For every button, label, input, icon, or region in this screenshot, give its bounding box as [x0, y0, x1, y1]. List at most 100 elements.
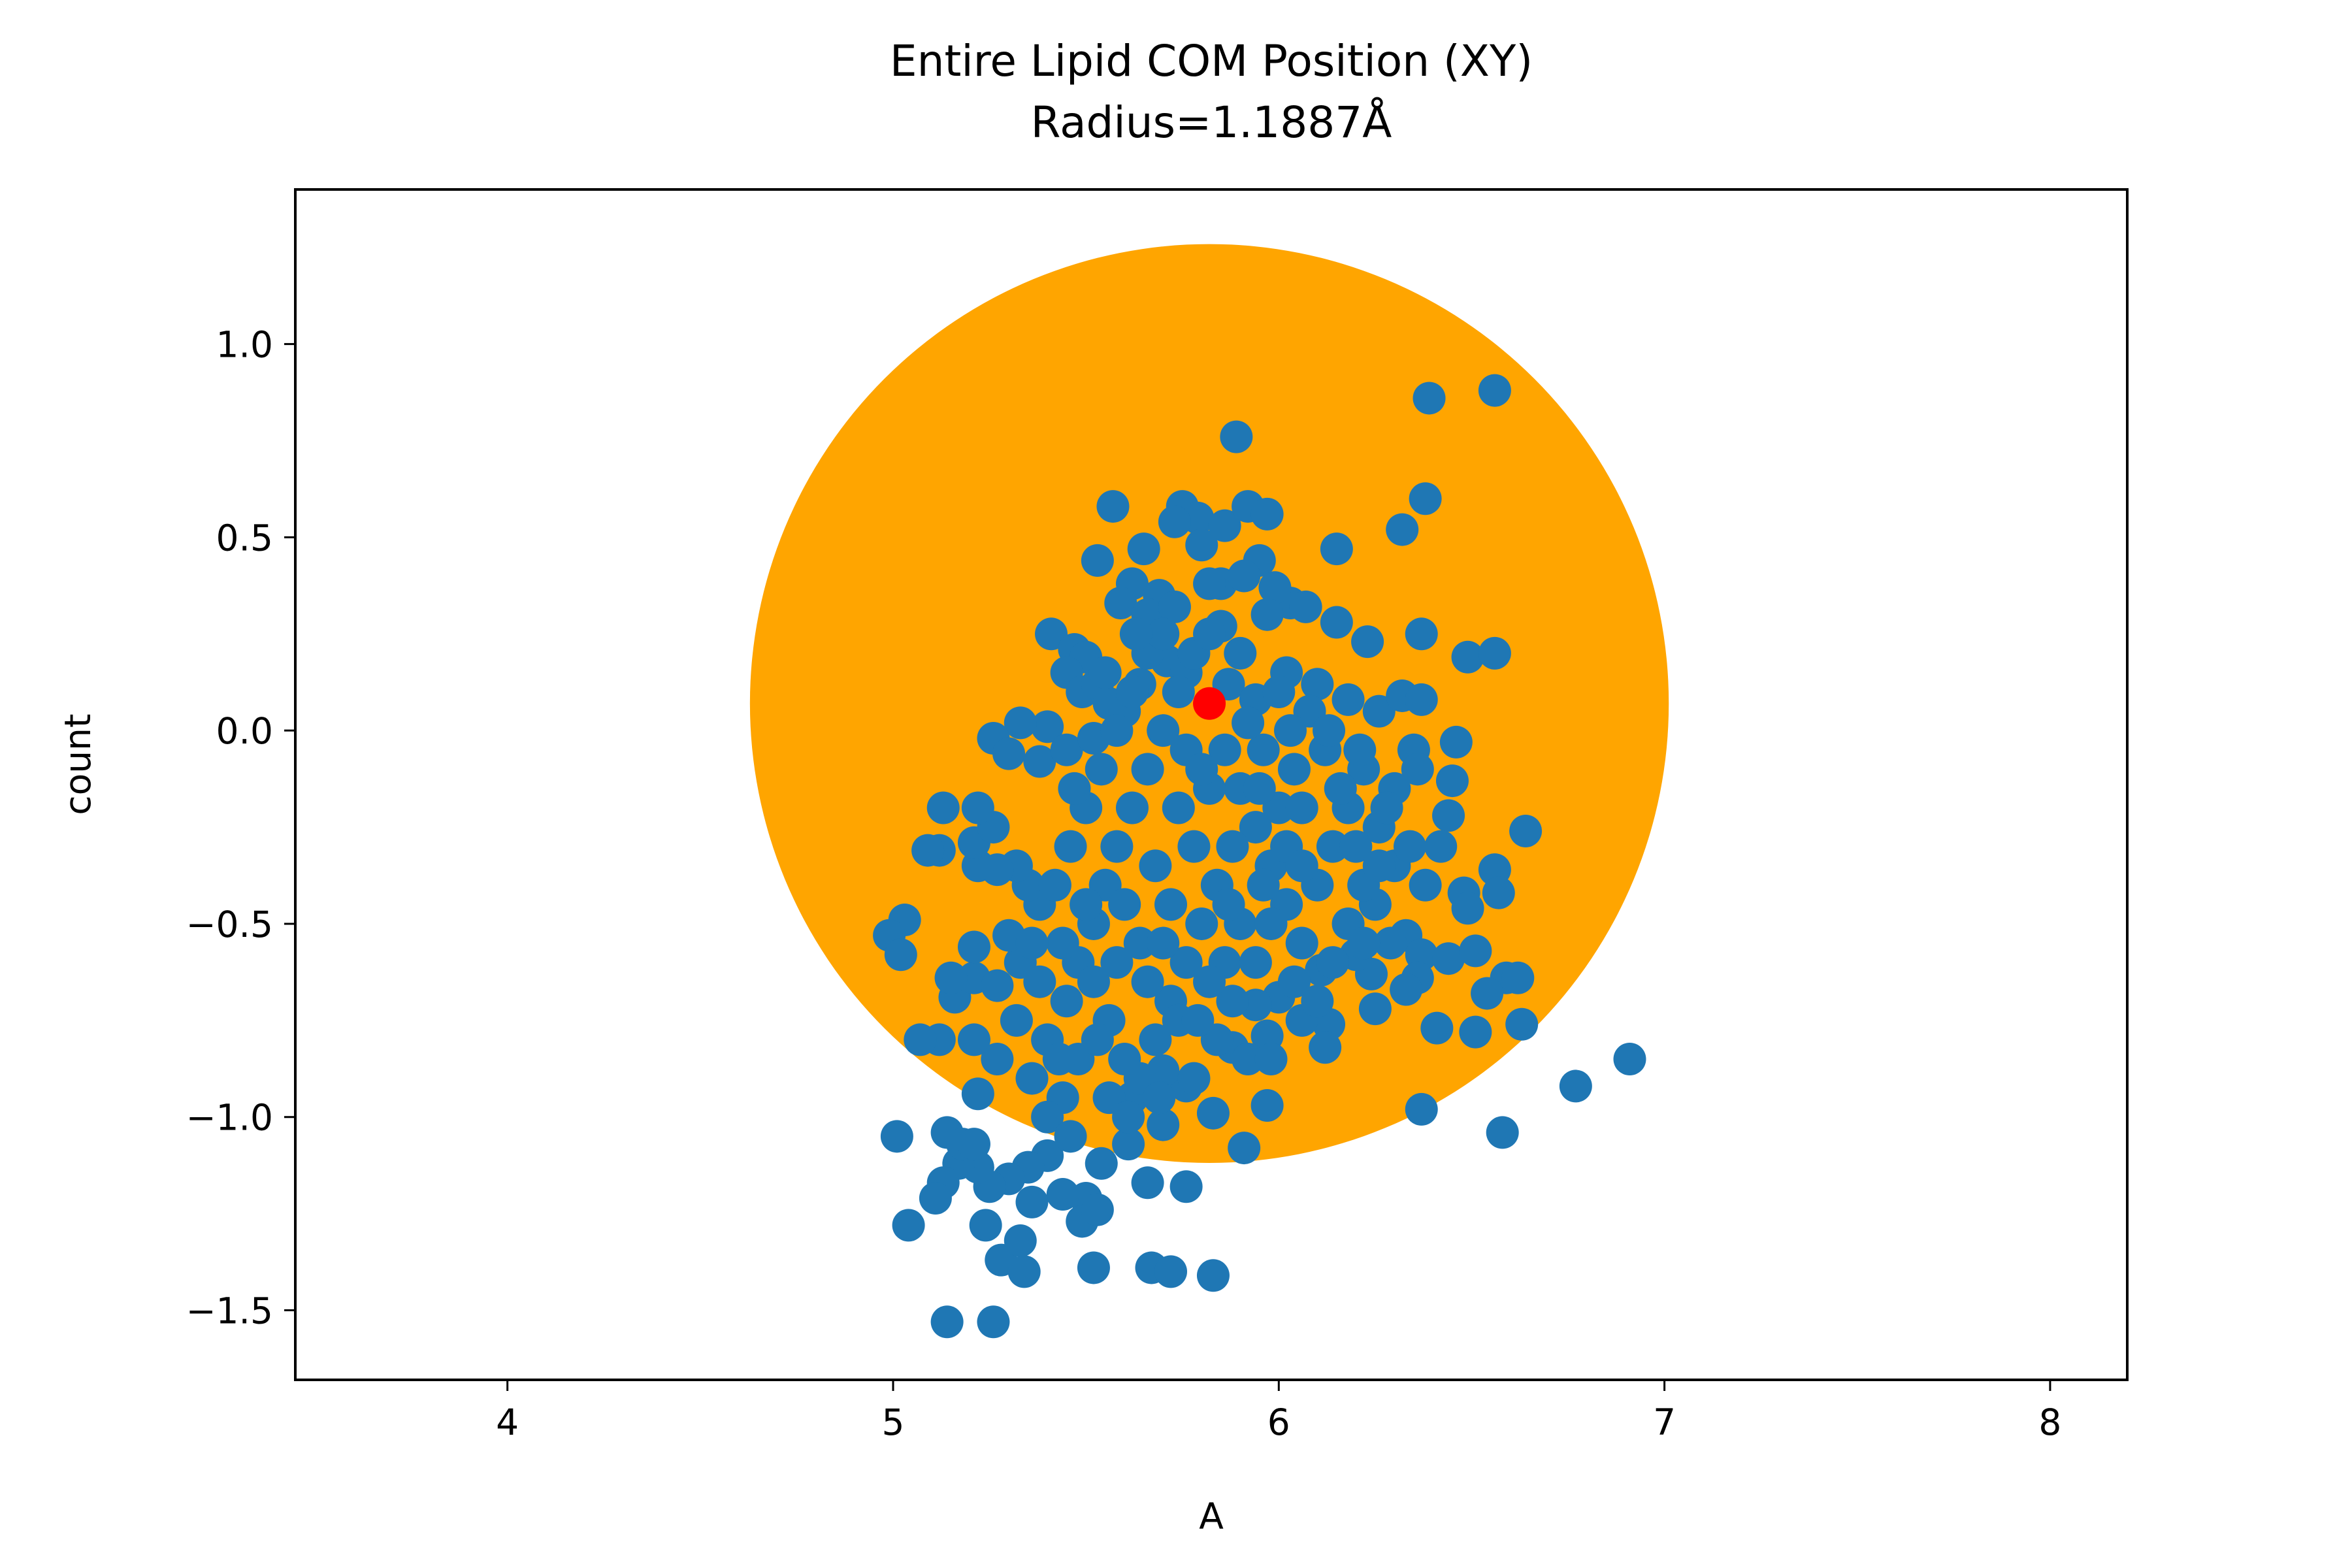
scatter-point [1439, 725, 1473, 759]
y-tick-label: −1.0 [186, 1097, 273, 1139]
scatter-point [1096, 490, 1130, 523]
scatter-point [1220, 420, 1253, 453]
scatter-point [1362, 694, 1396, 728]
y-axis-label: count [57, 713, 99, 815]
scatter-point [1208, 509, 1241, 542]
scatter-point [1394, 830, 1427, 863]
scatter-point [1277, 753, 1311, 786]
scatter-point [1224, 636, 1257, 670]
scatter-point [1432, 799, 1465, 832]
scatter-point [1232, 1043, 1265, 1076]
scatter-point [1112, 1100, 1145, 1134]
scatter-point [1370, 791, 1403, 825]
scatter-point [1243, 772, 1276, 805]
scatter-point [1285, 926, 1318, 960]
scatter-point [1413, 382, 1446, 415]
scatter-point [1031, 710, 1064, 743]
x-tick-label: 7 [1653, 1401, 1676, 1443]
scatter-point [1081, 1023, 1114, 1056]
scatter-point [1185, 529, 1218, 562]
scatter-point [1158, 590, 1191, 623]
scatter-point [1131, 965, 1164, 998]
scatter-point [930, 1305, 964, 1339]
scatter-point [957, 1128, 990, 1161]
scatter-point [1262, 676, 1296, 709]
scatter-point [1085, 753, 1118, 786]
scatter-point [1100, 830, 1134, 863]
scatter-point [977, 1305, 1010, 1339]
scatter-point [1459, 1015, 1492, 1049]
scatter-point [1362, 849, 1396, 883]
scatter-point [1193, 567, 1226, 600]
scatter-point [1250, 1088, 1284, 1122]
scatter-point [1432, 942, 1465, 975]
scatter-point [1108, 888, 1141, 921]
y-tick-label: 0.0 [216, 710, 273, 752]
scatter-point [1216, 985, 1249, 1018]
x-tick-label: 6 [1267, 1401, 1290, 1443]
scatter-point [1405, 617, 1438, 651]
scatter-point [1139, 849, 1172, 883]
scatter-point [1158, 505, 1191, 538]
scatter-point [1015, 926, 1049, 960]
scatter-point [1285, 849, 1318, 883]
scatter-point [1177, 1062, 1211, 1095]
scatter-point [1115, 676, 1149, 709]
scatter-point [1478, 374, 1511, 407]
scatter-point [1162, 676, 1195, 709]
scatter-point [1031, 1100, 1064, 1134]
scatter-point [1250, 497, 1284, 531]
scatter-point [1301, 985, 1334, 1018]
scatter-point [1258, 571, 1292, 604]
scatter-point [957, 930, 990, 964]
scatter-point [911, 834, 945, 867]
y-tick-label: −1.5 [186, 1290, 273, 1332]
scatter-point [1054, 830, 1087, 863]
scatter-point [1100, 714, 1134, 747]
plot-frame [294, 188, 2129, 1381]
chart-subtitle: Radius=1.1887Å [1031, 97, 1392, 148]
scatter-point [1023, 965, 1056, 998]
scatter-point [1046, 1178, 1079, 1211]
scatter-point [1285, 791, 1318, 825]
scatter-point [969, 1209, 1002, 1242]
scatter-point [1007, 1255, 1041, 1288]
scatter-point [1004, 1224, 1037, 1258]
scatter-point [1147, 1108, 1180, 1141]
x-axis-ticks: 4 5 6 7 8 [496, 1380, 2061, 1443]
scatter-point [1320, 606, 1353, 639]
y-tick-label: 1.0 [216, 324, 273, 366]
scatter-point [1070, 888, 1103, 921]
scatter-point [1501, 961, 1535, 994]
scatter-point [1081, 544, 1114, 577]
scatter-point [1339, 830, 1373, 863]
scatter-point [1131, 753, 1164, 786]
scatter-point [1228, 559, 1261, 593]
scatter-point [1177, 830, 1211, 863]
x-tick-label: 5 [881, 1401, 904, 1443]
scatter-point [1004, 706, 1037, 740]
scatter-point [892, 1209, 925, 1242]
scatter-point [1050, 985, 1083, 1018]
scatter-point [1482, 876, 1515, 909]
scatter-point [1115, 791, 1149, 825]
scatter-point [1112, 1128, 1145, 1161]
scatter-point [1046, 926, 1079, 960]
scatter-point [981, 969, 1014, 1002]
scatter-point [1185, 907, 1218, 940]
scatter-point [1147, 714, 1180, 747]
scatter-point [1409, 482, 1442, 515]
scatter-point [1023, 745, 1056, 778]
scatter-point [934, 961, 968, 994]
scatter-point [1613, 1043, 1646, 1076]
scatter-point [1424, 830, 1458, 863]
x-axis-label: A [1199, 1495, 1224, 1537]
scatter-point [1277, 965, 1311, 998]
scatter-point [1301, 668, 1334, 701]
scatter-point [1015, 1062, 1049, 1095]
scatter-point [1119, 617, 1152, 651]
scatter-point [1054, 1120, 1087, 1153]
scatter-point [1169, 946, 1203, 979]
scatter-point [1347, 926, 1380, 960]
scatter-point [1077, 965, 1110, 998]
